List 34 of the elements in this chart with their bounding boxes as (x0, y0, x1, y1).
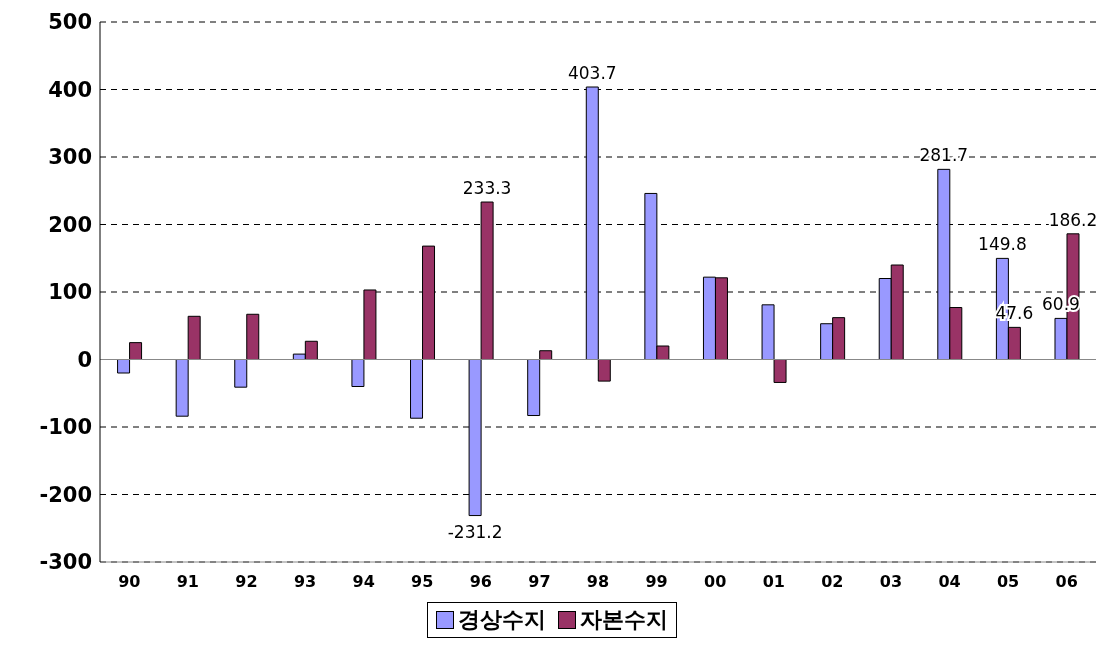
x-tick-label: 99 (645, 572, 668, 592)
data-label: -231.2 (447, 521, 503, 542)
y-tick-label: -200 (39, 482, 92, 507)
x-tick-label: 05 (996, 572, 1020, 592)
x-tick-label: 95 (411, 572, 434, 592)
x-tick-label: 93 (293, 572, 317, 592)
data-label: 233.3 (462, 178, 512, 199)
x-tick-label: 01 (762, 572, 785, 592)
x-tick-label: 94 (352, 572, 375, 592)
x-tick-label: 98 (586, 572, 610, 592)
y-tick-label: 0 (77, 347, 92, 372)
x-tick-label: 96 (469, 572, 492, 592)
x-tick-label: 92 (235, 572, 258, 592)
x-tick-label: 90 (118, 572, 141, 592)
data-label: 149.8 (978, 234, 1027, 255)
x-tick-label: 00 (704, 572, 727, 592)
y-tick-label: 100 (48, 280, 92, 305)
x-tick-label: 97 (528, 572, 551, 592)
x-tick-label: 06 (1055, 572, 1078, 592)
legend-label: 자본수지 (580, 606, 668, 634)
y-tick-label: -300 (39, 550, 92, 575)
data-label: 186.2 (1048, 209, 1098, 230)
data-label: 403.7 (567, 63, 617, 83)
y-tick-label: -100 (39, 415, 92, 440)
y-tick-label: 300 (48, 145, 92, 170)
x-tick-label: 02 (821, 572, 844, 592)
y-tick-label: 400 (48, 77, 92, 102)
x-tick-label: 04 (938, 572, 961, 592)
legend-label: 경상수지 (458, 606, 546, 634)
x-tick-label: 91 (176, 572, 200, 592)
x-tick-label: 03 (879, 572, 903, 592)
data-label: 281.7 (919, 145, 969, 166)
y-tick-label: 500 (48, 10, 92, 35)
y-tick-label: 200 (48, 212, 92, 237)
